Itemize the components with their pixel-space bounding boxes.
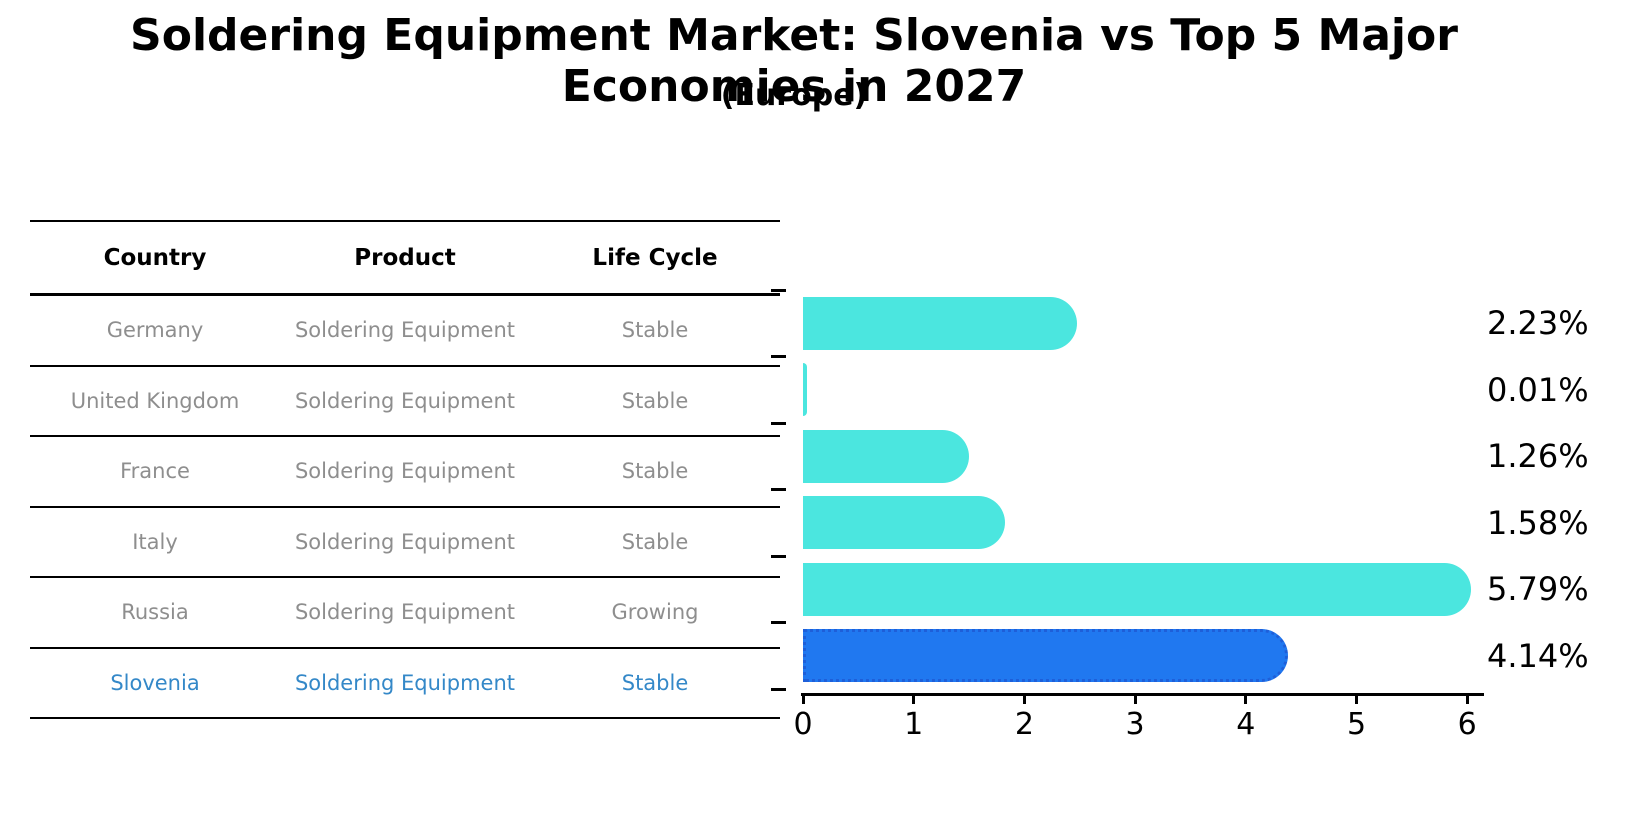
bar-slovenia xyxy=(803,629,1289,683)
cell-country: France xyxy=(30,436,280,508)
x-axis-tick xyxy=(912,695,916,704)
country-table: Country Product Life Cycle Germany Solder… xyxy=(30,220,780,719)
cell-life-cycle: Stable xyxy=(530,294,780,367)
table-header-row: Country Product Life Cycle xyxy=(30,220,780,296)
table-row: Italy Soldering Equipment Stable xyxy=(30,506,780,578)
table-header: Country Product Life Cycle xyxy=(30,220,780,296)
cell-country: Italy xyxy=(30,506,280,578)
value-label: 5.79% xyxy=(1487,570,1589,609)
y-axis-tick xyxy=(771,421,786,425)
y-axis-tick xyxy=(771,621,786,624)
value-label: 4.14% xyxy=(1487,636,1589,675)
chart-subtitle: (Europe) xyxy=(720,78,868,113)
chart-title: Soldering Equipment Market: Slovenia vs … xyxy=(130,10,1458,112)
cell-life-cycle: Stable xyxy=(530,506,780,578)
y-axis-tick xyxy=(771,288,786,292)
value-label: 1.58% xyxy=(1487,503,1589,542)
column-header-life-cycle: Life Cycle xyxy=(530,220,780,296)
value-label: 2.23% xyxy=(1487,304,1589,343)
cell-product: Soldering Equipment xyxy=(280,577,530,649)
table-row: Slovenia Soldering Equipment Stable xyxy=(30,647,780,719)
table-row: United Kingdom Soldering Equipment Stable xyxy=(30,365,780,437)
cell-country: Germany xyxy=(30,294,280,367)
cell-product: Soldering Equipment xyxy=(280,436,530,508)
x-axis-tick xyxy=(1355,695,1358,704)
x-tick-label: 3 xyxy=(1125,707,1145,742)
table-row: Germany Soldering Equipment Stable xyxy=(30,294,780,367)
column-header-product: Product xyxy=(280,220,530,296)
x-axis-tick xyxy=(1022,695,1026,704)
cell-country: Slovenia xyxy=(30,647,280,719)
x-axis-tick xyxy=(1465,695,1469,704)
cell-life-cycle: Stable xyxy=(530,436,780,508)
cell-life-cycle: Stable xyxy=(530,647,780,719)
cell-product: Soldering Equipment xyxy=(280,365,530,437)
value-label: 1.26% xyxy=(1487,437,1589,476)
x-tick-label: 4 xyxy=(1236,707,1256,742)
x-axis-tick xyxy=(801,695,805,704)
cell-country: United Kingdom xyxy=(30,365,280,437)
cell-country: Russia xyxy=(30,577,280,649)
y-axis-tick xyxy=(771,355,786,358)
table-body: Germany Soldering Equipment Stable United K… xyxy=(30,294,780,719)
x-axis-tick xyxy=(1244,695,1248,704)
x-tick-label: 6 xyxy=(1457,707,1477,742)
x-tick-label: 1 xyxy=(904,707,924,742)
x-axis-line xyxy=(801,693,1484,696)
bar-italy xyxy=(803,496,1005,550)
cell-product: Soldering Equipment xyxy=(280,647,530,719)
cell-life-cycle: Growing xyxy=(530,577,780,649)
y-axis-tick xyxy=(771,554,786,558)
x-tick-label: 2 xyxy=(1014,707,1034,742)
y-axis-tick xyxy=(771,687,786,691)
cell-product: Soldering Equipment xyxy=(280,294,530,367)
cell-life-cycle: Stable xyxy=(530,365,780,437)
column-header-country: Country xyxy=(30,220,280,296)
x-tick-label: 0 xyxy=(793,707,813,742)
value-label: 0.01% xyxy=(1487,370,1589,409)
table-row: Russia Soldering Equipment Growing xyxy=(30,577,780,649)
x-tick-label: 5 xyxy=(1346,707,1367,742)
bar-germany xyxy=(803,296,1077,350)
cell-product: Soldering Equipment xyxy=(280,506,530,578)
table-row: France Soldering Equipment Stable xyxy=(30,436,780,508)
x-axis-tick xyxy=(1133,695,1137,704)
bar-united-kingdom xyxy=(803,363,807,417)
bar-russia xyxy=(803,562,1471,616)
y-axis-tick xyxy=(771,488,786,491)
bar-france xyxy=(803,429,970,483)
